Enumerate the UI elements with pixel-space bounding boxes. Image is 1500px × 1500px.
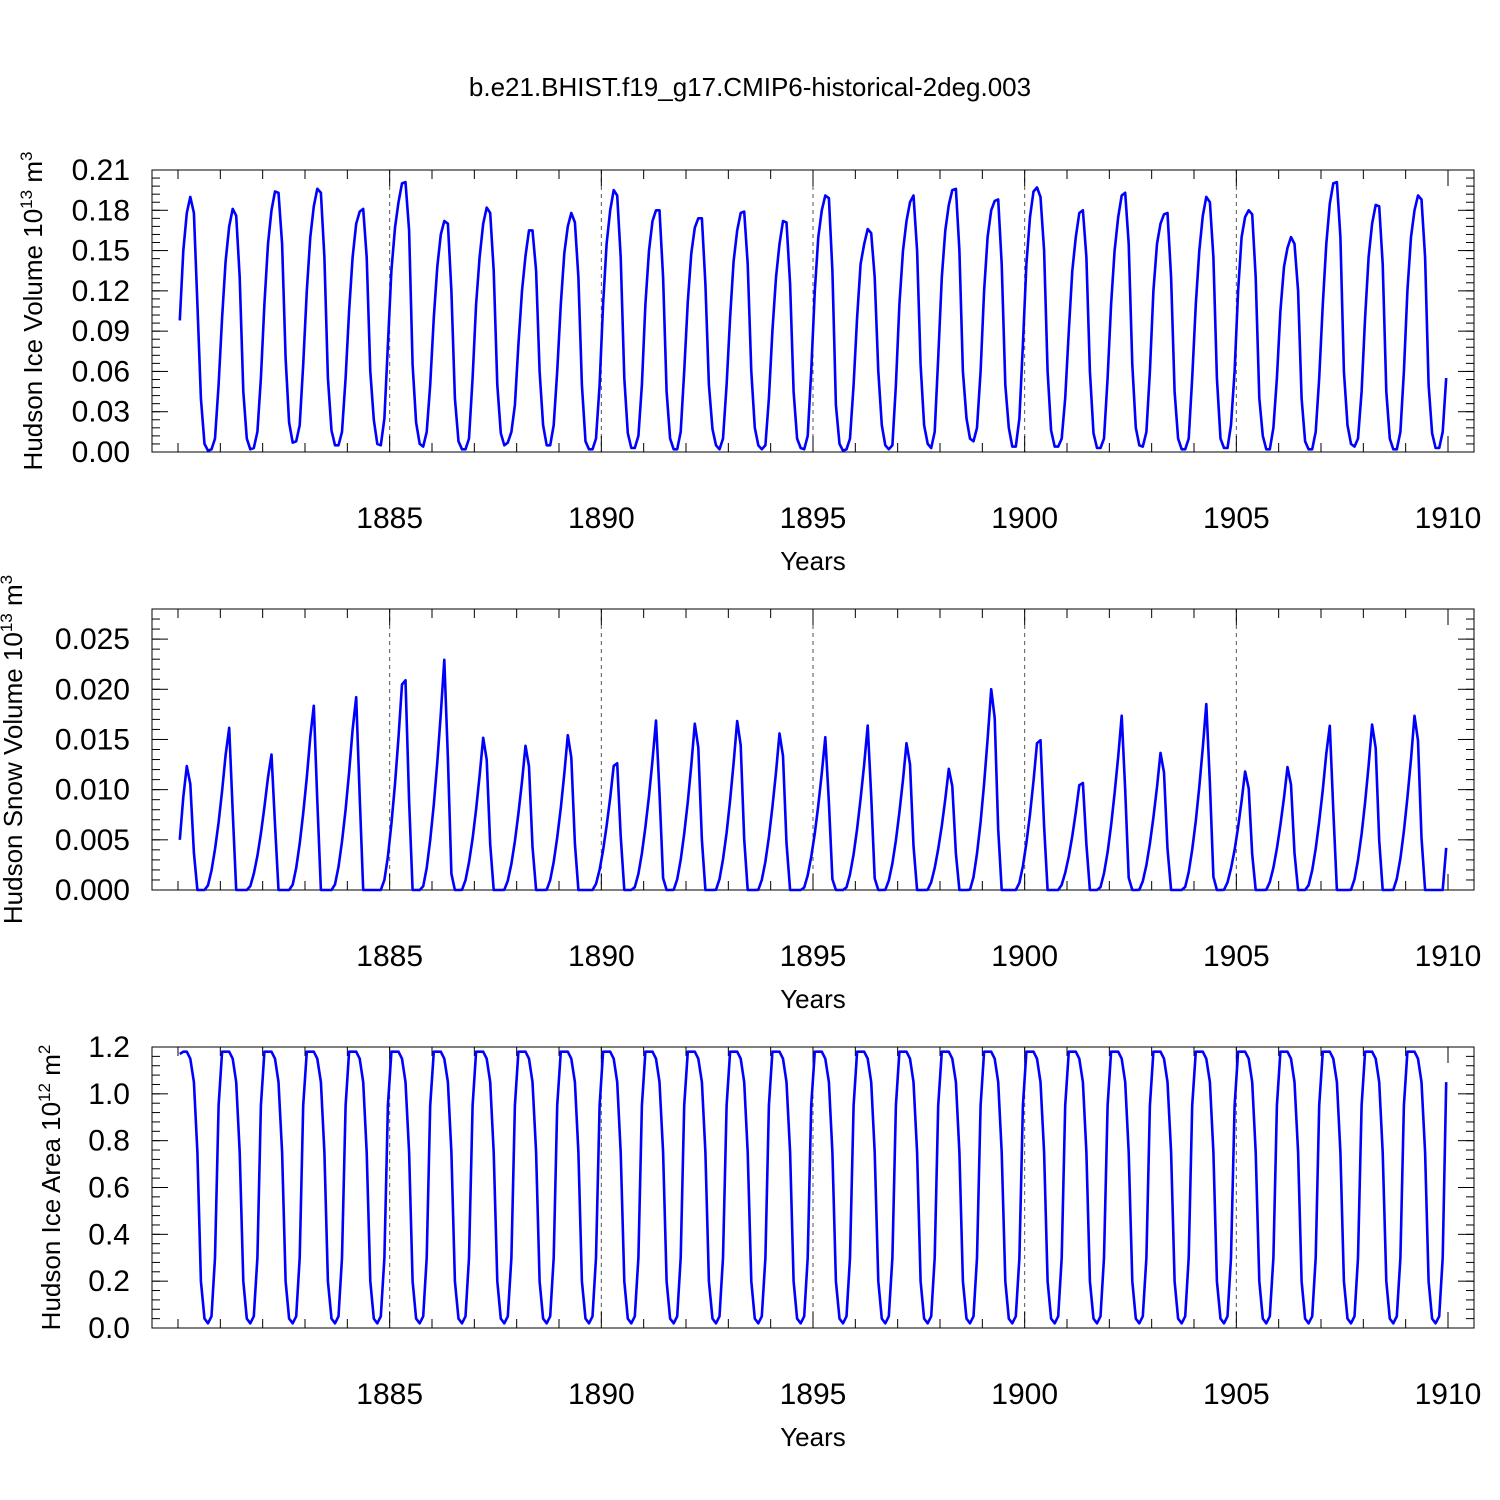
x-axis-label: Years (780, 984, 846, 1014)
y-tick-label: 1.2 (88, 1031, 130, 1064)
y-tick-label: 0.015 (55, 723, 130, 756)
x-tick-label: 1910 (1415, 940, 1482, 973)
x-tick-label: 1900 (991, 1378, 1058, 1411)
y-tick-label: 0.005 (55, 824, 130, 857)
y-tick-label: 0.03 (72, 396, 130, 429)
y-tick-label: 0.0 (88, 1312, 130, 1345)
y-tick-label: 0.12 (72, 275, 130, 308)
panel-ice-area: 1885 1890 1895 1900 1905 1910 0.0 0.2 0.4 0.6 0.8 1… (35, 1031, 1481, 1452)
y-tick-label: 0.2 (88, 1265, 130, 1298)
x-tick-label: 1895 (780, 502, 847, 535)
x-tick-label: 1900 (991, 502, 1058, 535)
x-axis-label: Years (780, 546, 846, 576)
y-tick-label: 0.000 (55, 874, 130, 907)
y-tick-label: 0.6 (88, 1172, 130, 1205)
y-tick-label: 0.21 (72, 154, 130, 187)
y-axis-label: Hudson Snow Volume 1013 m3 (0, 575, 28, 924)
y-tick-label: 1.0 (88, 1078, 130, 1111)
y-axis-label: Hudson Ice Volume 1013 m3 (17, 152, 48, 471)
x-tick-label: 1910 (1415, 1378, 1482, 1411)
x-tick-label: 1905 (1203, 1378, 1270, 1411)
x-tick-label: 1890 (568, 940, 635, 973)
figure-title: b.e21.BHIST.f19_g17.CMIP6-historical-2de… (469, 72, 1031, 102)
y-tick-label: 0.020 (55, 673, 130, 706)
y-tick-label: 0.00 (72, 436, 130, 469)
x-tick-label: 1890 (568, 502, 635, 535)
x-tick-label: 1895 (780, 1378, 847, 1411)
y-tick-label: 0.8 (88, 1125, 130, 1158)
x-tick-label: 1885 (356, 502, 423, 535)
y-tick-label: 0.010 (55, 774, 130, 807)
series-line (178, 658, 1448, 892)
series-line (178, 180, 1448, 452)
x-tick-label: 1905 (1203, 940, 1270, 973)
y-axis-label: Hudson Ice Area 1012 m2 (35, 1045, 66, 1331)
y-tick-label: 0.06 (72, 355, 130, 388)
x-tick-label: 1905 (1203, 502, 1270, 535)
series-line (179, 1050, 1448, 1325)
y-tick-label: 0.09 (72, 315, 130, 348)
y-tick-label: 0.4 (88, 1218, 130, 1251)
panel-ice-volume: 1885 1890 1895 1900 1905 1910 0.00 0.03 0.06 0.09… (17, 152, 1481, 576)
x-tick-label: 1890 (568, 1378, 635, 1411)
y-tick-label: 0.15 (72, 235, 130, 268)
y-tick-label: 0.18 (72, 194, 130, 227)
panel-snow-volume: 1885 1890 1895 1900 1905 1910 0.000 0.005 0.010 0… (0, 575, 1481, 1014)
x-tick-label: 1900 (991, 940, 1058, 973)
y-tick-label: 0.025 (55, 623, 130, 656)
x-tick-label: 1885 (356, 940, 423, 973)
x-tick-label: 1910 (1415, 502, 1482, 535)
x-tick-label: 1895 (780, 940, 847, 973)
x-tick-label: 1885 (356, 1378, 423, 1411)
x-axis-label: Years (780, 1422, 846, 1452)
